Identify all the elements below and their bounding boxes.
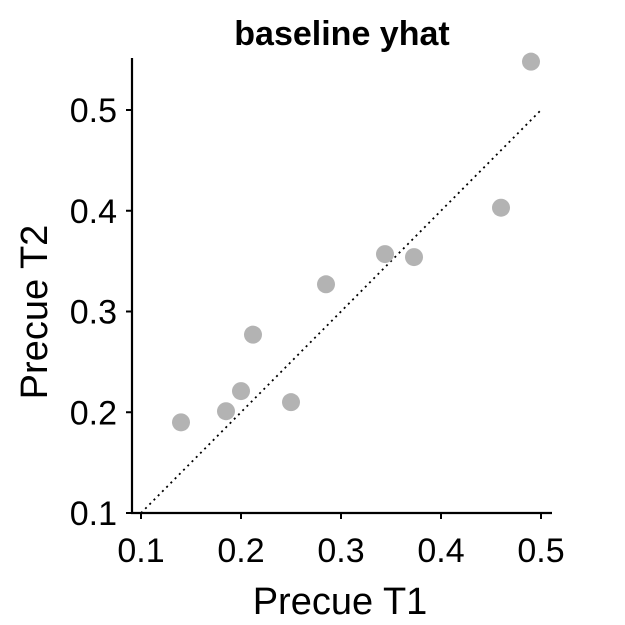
y-tick-label: 0.2: [70, 394, 117, 432]
y-tick-label: 0.5: [70, 92, 117, 130]
data-point: [244, 325, 262, 344]
data-point: [376, 245, 394, 264]
x-tick-label: 0.5: [517, 532, 564, 570]
data-point: [172, 413, 190, 432]
x-tick-label: 0.4: [417, 532, 464, 570]
data-point: [217, 402, 235, 421]
data-point: [405, 248, 423, 267]
x-tick-label: 0.1: [117, 532, 164, 570]
plot-area: 0.1 0.2 0.3 0.4 0.5 0.1 0.2 0.3 0.4 0.5: [70, 52, 565, 570]
y-tick-label: 0.1: [70, 495, 117, 533]
y-tick-label: 0.4: [70, 193, 117, 231]
x-axis-label: Precue T1: [253, 581, 428, 623]
chart-title: baseline yhat: [234, 15, 449, 53]
data-point: [282, 393, 300, 412]
data-point: [317, 275, 335, 294]
y-axis-label: Precue T2: [14, 225, 56, 400]
x-tick-label: 0.2: [217, 532, 264, 570]
y-tick-label: 0.3: [70, 294, 117, 332]
x-tick-label: 0.3: [317, 532, 364, 570]
data-point: [232, 382, 250, 401]
identity-reference-line: [140, 109, 542, 514]
data-point: [492, 198, 510, 217]
data-point: [522, 52, 540, 71]
